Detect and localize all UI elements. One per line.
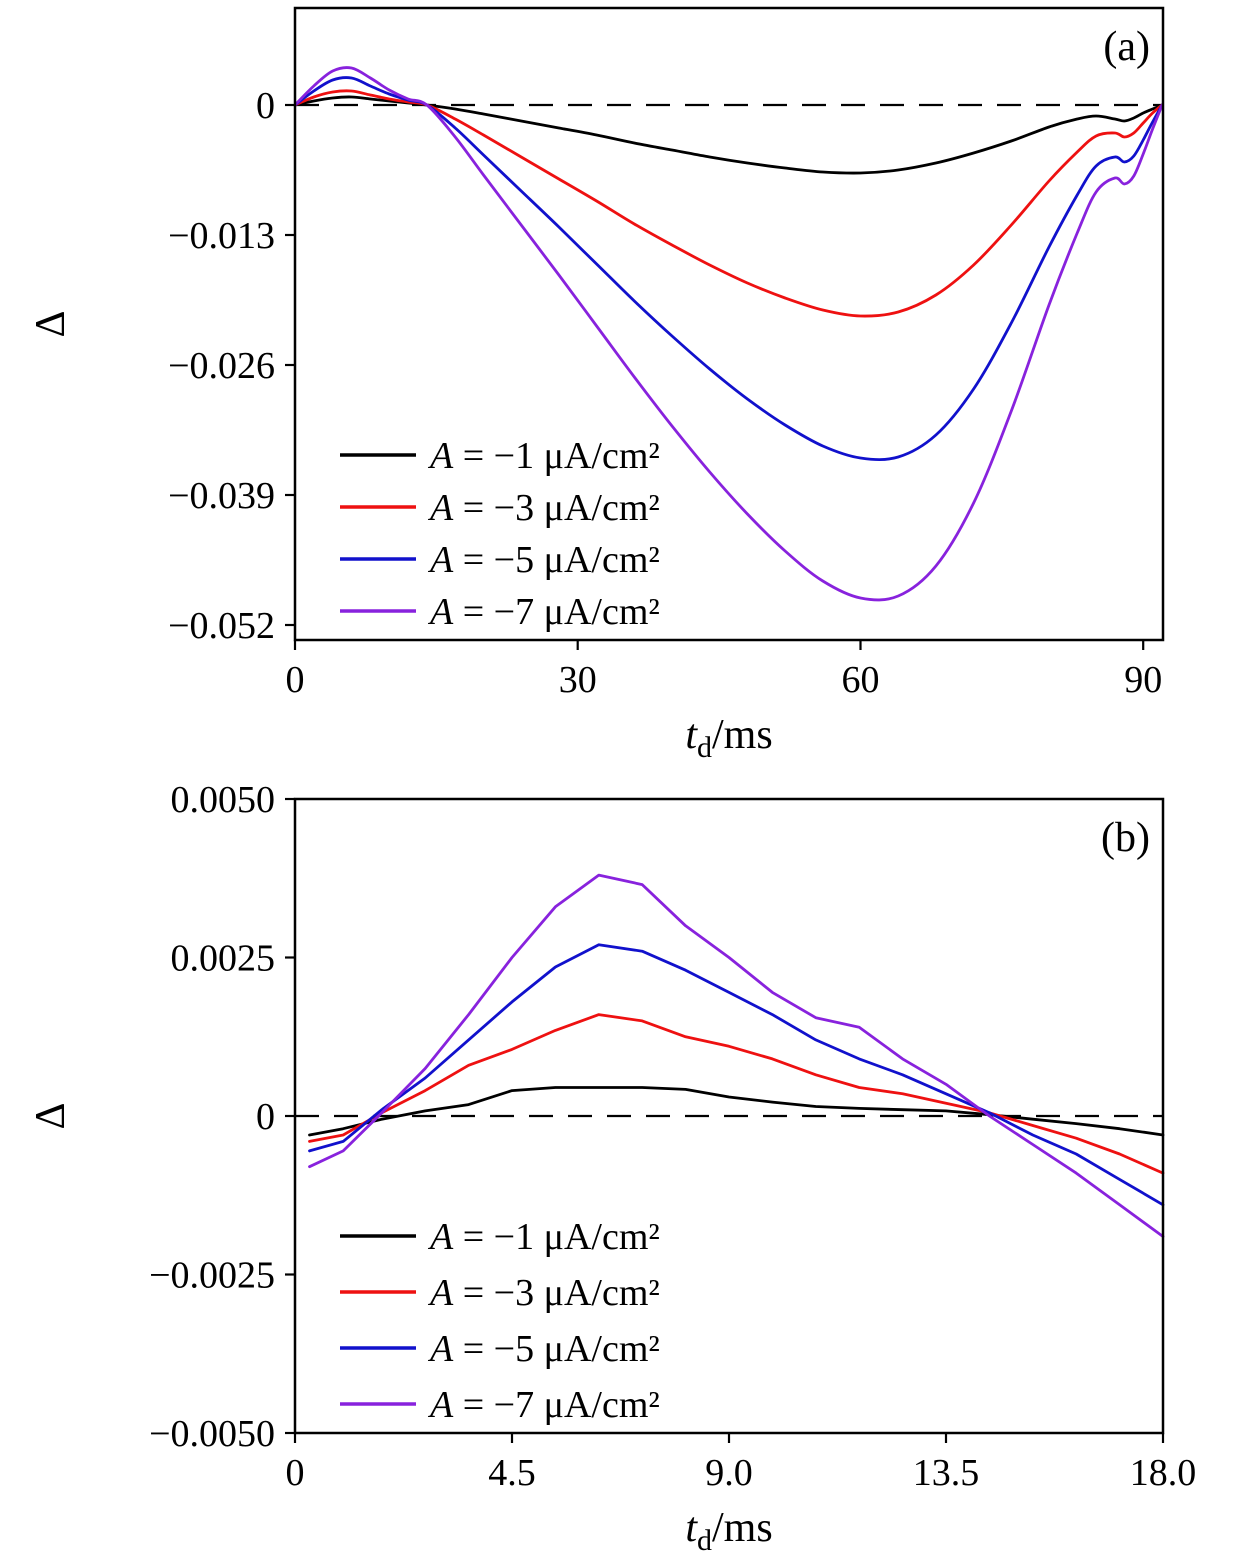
series-A-5-line [308, 943, 1165, 1207]
x-tick-label: 18.0 [1130, 1452, 1197, 1494]
y-axis-label: Δ [28, 1102, 74, 1129]
x-axis-label: td/ms [685, 1505, 772, 1557]
y-tick-label: 0 [256, 85, 275, 127]
panel-a-chart: 0 30 60 90 0 −0.013 −0.026 −0.039 −0.052 td/ms Δ (a… [28, 6, 1165, 764]
y-tick-label: −0.013 [168, 215, 275, 257]
legend-label: A = −1 μA/cm² [427, 1216, 660, 1258]
y-tick-label: −0.052 [168, 605, 275, 647]
series-A-1-line [308, 1086, 1165, 1137]
legend-entry-A-1: A = −1 μA/cm² [340, 435, 660, 477]
legend-entry-A-5: A = −5 μA/cm² [340, 1328, 660, 1370]
y-tick-label: 0.0050 [171, 779, 276, 821]
panel-b-chart: 0 4.5 9.0 13.5 18.0 0.0050 0.0025 0 −0.0025 −0.00… [28, 779, 1197, 1557]
series-A-5-line [293, 76, 1164, 461]
series-A-7-line [293, 66, 1164, 602]
legend-label: A = −7 μA/cm² [427, 1384, 660, 1426]
y-tick-label: 0.0025 [171, 938, 276, 980]
y-tick-label: −0.0050 [149, 1413, 275, 1455]
legend-label: A = −3 μA/cm² [427, 1272, 660, 1314]
series-A-1-line [293, 95, 1164, 175]
x-tick-label: 4.5 [488, 1452, 536, 1494]
legend-label: A = −1 μA/cm² [427, 435, 660, 477]
x-axis-label: td/ms [685, 712, 772, 764]
legend-entry-A-5: A = −5 μA/cm² [340, 539, 660, 581]
panel-label: (a) [1103, 24, 1150, 70]
x-tick-label: 30 [559, 659, 597, 701]
series-A-3-line [293, 89, 1164, 318]
legend-label: A = −3 μA/cm² [427, 487, 660, 529]
series-A-3-line [308, 1013, 1165, 1175]
series-A-7-line [308, 873, 1165, 1238]
panel-b: 0 4.5 9.0 13.5 18.0 0.0050 0.0025 0 −0.0025 −0.00… [0, 779, 1260, 1559]
y-tick-label: −0.026 [168, 345, 275, 387]
x-tick-label: 9.0 [705, 1452, 753, 1494]
legend-entry-A-7: A = −7 μA/cm² [340, 1384, 660, 1426]
legend-label: A = −5 μA/cm² [427, 1328, 660, 1370]
panel-label: (b) [1101, 815, 1150, 861]
y-tick-label: −0.039 [168, 475, 275, 517]
y-tick-label: 0 [256, 1096, 275, 1138]
legend-entry-A-3: A = −3 μA/cm² [340, 487, 660, 529]
y-tick-label: −0.0025 [149, 1255, 275, 1297]
y-axis-label: Δ [28, 310, 74, 337]
legend-entry-A-7: A = −7 μA/cm² [340, 591, 660, 633]
legend-label: A = −7 μA/cm² [427, 591, 660, 633]
x-tick-label: 0 [286, 1452, 305, 1494]
x-tick-label: 13.5 [913, 1452, 980, 1494]
legend-label: A = −5 μA/cm² [427, 539, 660, 581]
legend-entry-A-1: A = −1 μA/cm² [340, 1216, 660, 1258]
x-tick-label: 0 [286, 659, 305, 701]
legend-entry-A-3: A = −3 μA/cm² [340, 1272, 660, 1314]
plot-frame [293, 6, 1165, 642]
x-tick-label: 60 [842, 659, 880, 701]
panel-a: 0 30 60 90 0 −0.013 −0.026 −0.039 −0.052 td/ms Δ (a… [0, 0, 1260, 779]
x-tick-label: 90 [1124, 659, 1162, 701]
